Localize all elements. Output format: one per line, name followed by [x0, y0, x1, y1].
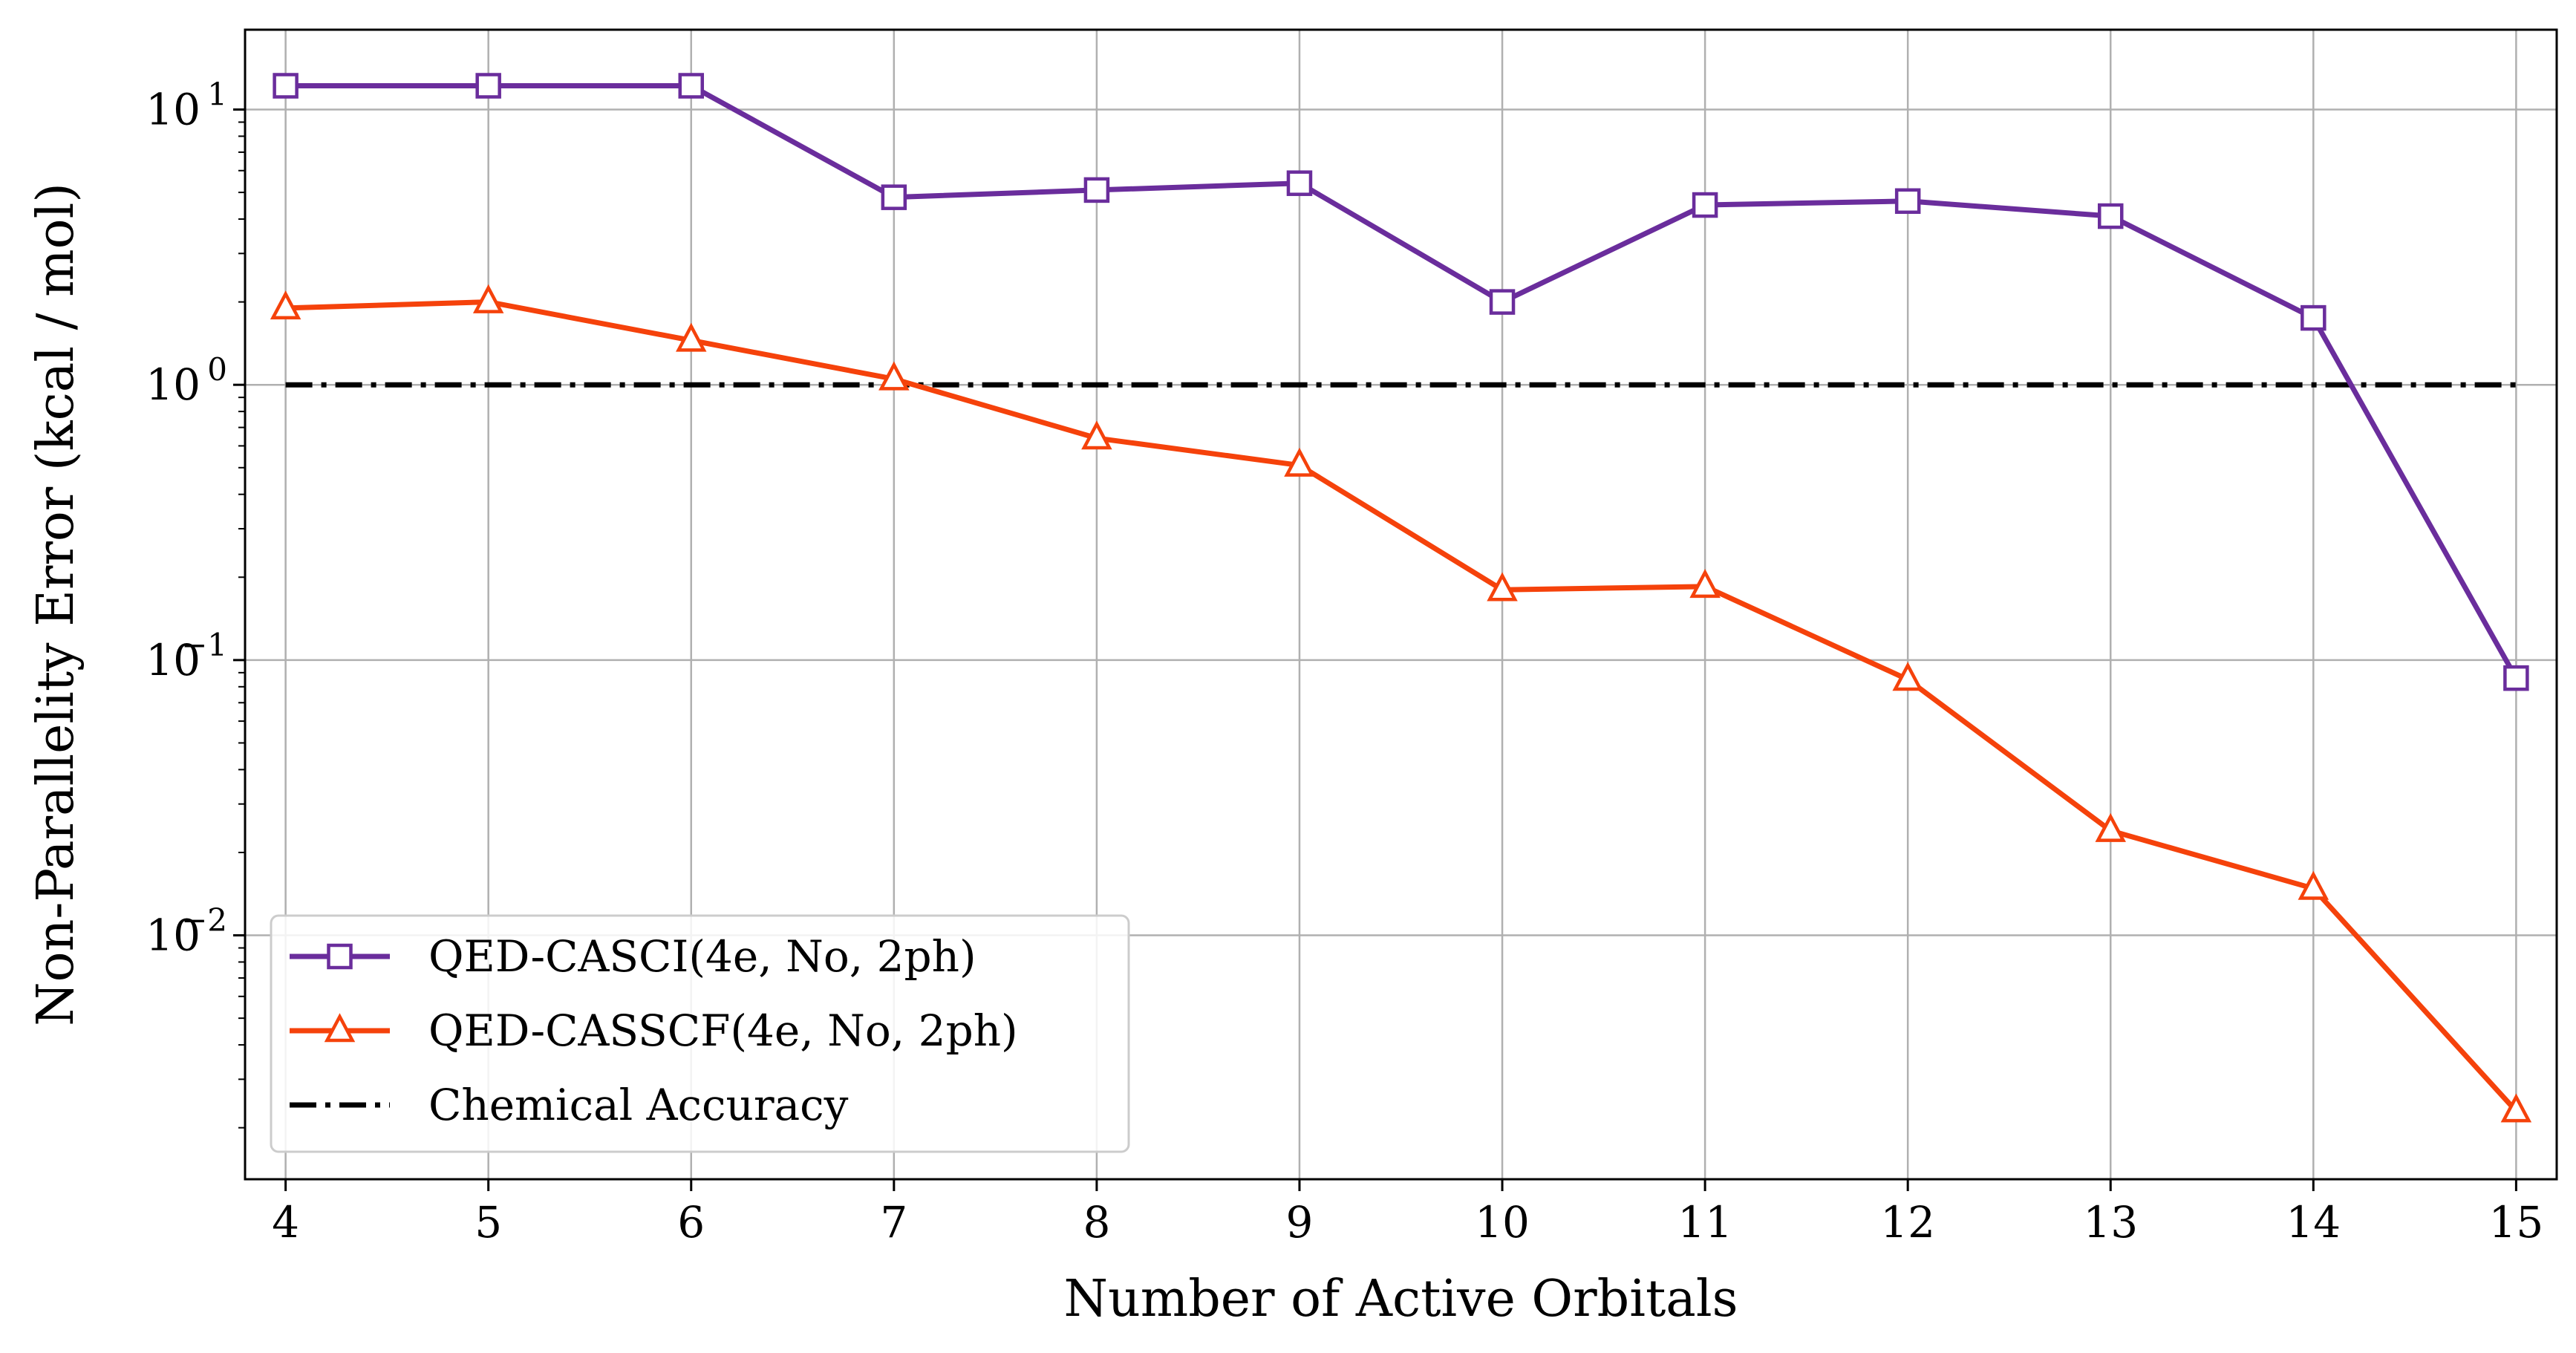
data-point	[270, 290, 301, 320]
series-1	[273, 73, 2529, 691]
x-tick-label: 5	[475, 1197, 502, 1248]
legend-label: Chemical Accuracy	[428, 1080, 849, 1130]
x-tick-label: 6	[677, 1197, 705, 1248]
data-point	[881, 184, 907, 210]
legend-frame	[270, 914, 1130, 1153]
series-line	[285, 82, 2519, 679]
x-axis: 4 5 6 7 8 9 10 11 12 13 14 15	[272, 1179, 2543, 1248]
data-point	[472, 284, 504, 313]
data-point	[1489, 289, 1516, 315]
data-point	[676, 322, 707, 352]
data-point	[2301, 304, 2326, 331]
legend-marker	[324, 1013, 356, 1043]
series-2	[270, 284, 2532, 1123]
data-point	[2503, 665, 2529, 691]
data-point	[678, 73, 705, 99]
x-tick-label: 10	[1475, 1197, 1530, 1248]
x-tick-label: 11	[1677, 1197, 1732, 1248]
data-point	[273, 73, 299, 99]
data-point	[1081, 420, 1112, 450]
y-tick-label: 10	[146, 635, 200, 685]
y-tick-exponent: 1	[207, 76, 227, 113]
data-point	[1894, 188, 1921, 215]
data-point	[2097, 203, 2124, 229]
y-axis-label: Non-Parallelity Error (kcal / mol)	[27, 183, 85, 1026]
y-tick-label: 10	[146, 85, 200, 135]
x-tick-label: 4	[272, 1197, 299, 1248]
series-layer	[270, 73, 2532, 1123]
plot-frame	[244, 28, 2558, 1181]
data-point	[1689, 569, 1721, 599]
legend: QED-CASCI(4e, No, 2ph) QED-CASSCF(4e, No,…	[270, 914, 1130, 1153]
x-tick-label: 9	[1286, 1197, 1314, 1248]
y-tick-label: 10	[146, 910, 200, 961]
x-tick-label: 7	[880, 1197, 907, 1248]
x-tick-label: 12	[1880, 1197, 1935, 1248]
y-tick-label: 10	[146, 359, 200, 410]
data-point	[1286, 170, 1313, 196]
y-axis: 10 110 010−110−2	[146, 76, 245, 1129]
data-point	[475, 73, 501, 99]
data-point	[878, 361, 910, 391]
data-point	[2500, 1093, 2532, 1123]
data-point	[1083, 177, 1110, 203]
y-tick-exponent: −2	[181, 902, 227, 939]
x-tick-label: 13	[2083, 1197, 2138, 1248]
x-axis-label: Number of Active Orbitals	[1064, 1270, 1738, 1328]
y-tick-exponent: −1	[181, 627, 227, 663]
data-point	[1892, 662, 1923, 691]
data-point	[1284, 447, 1315, 477]
data-point	[2298, 870, 2329, 900]
data-point	[1692, 192, 1718, 218]
legend-label: QED-CASCI(4e, No, 2ph)	[428, 931, 976, 982]
data-point	[1487, 572, 1518, 601]
data-point	[2095, 812, 2126, 842]
x-tick-label: 14	[2286, 1197, 2341, 1248]
series-line	[285, 299, 2518, 1113]
legend-label: QED-CASSCF(4e, No, 2ph)	[428, 1005, 1018, 1056]
legend-marker	[327, 943, 353, 970]
x-tick-label: 15	[2488, 1197, 2543, 1248]
x-tick-label: 8	[1083, 1197, 1110, 1248]
y-tick-exponent: 0	[207, 351, 227, 388]
